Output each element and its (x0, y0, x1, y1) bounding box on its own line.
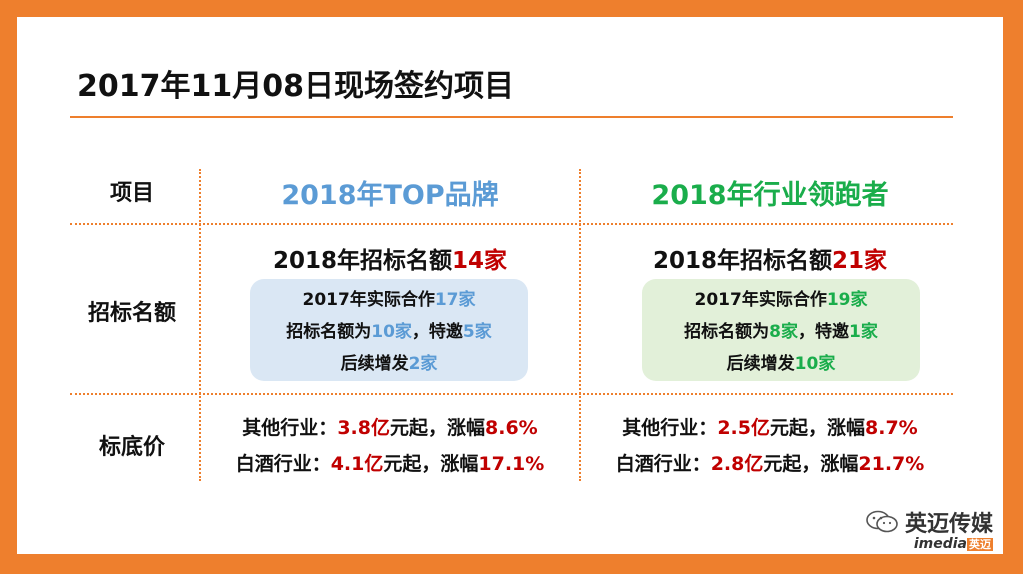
col2-price2-value: 2.8亿 (710, 453, 764, 475)
col1-detail-box: 2017年实际合作17家 招标名额为10家，特邀5家 后续增发2家 (250, 279, 528, 381)
col2-box-l2-value2: 1家 (849, 322, 878, 342)
col2-quota-line: 2018年招标名额21家 (580, 241, 960, 275)
col1-price1-value: 3.8亿 (337, 417, 390, 439)
watermark-brand: imedia 英迈 (865, 536, 993, 552)
col1-box-l2-value2: 5家 (462, 322, 492, 342)
col1-box-l3-prefix: 后续增发 (340, 354, 409, 374)
col1-price1-mid: 元起，涨幅 (389, 417, 485, 439)
col1-box-line1: 2017年实际合作17家 (250, 284, 528, 316)
col2-price2-prefix: 白酒行业： (615, 453, 711, 475)
col1-box-l3-value: 2家 (408, 354, 438, 374)
col1-price-line1: 其他行业：3.8亿元起，涨幅8.6% (200, 413, 580, 440)
col2-quota-value: 21家 (832, 248, 888, 274)
col1-box-line2: 招标名额为10家，特邀5家 (250, 316, 528, 348)
table-divider-v1 (199, 169, 201, 481)
page-title: 2017年11月08日现场签约项目 (77, 69, 514, 104)
watermark-brand-en: imedia (913, 536, 967, 552)
header-label: 项目 (109, 181, 154, 206)
col1-price2-prefix: 白酒行业： (235, 453, 331, 475)
col2-detail-box: 2017年实际合作19家 招标名额为8家，特邀1家 后续增发10家 (642, 279, 920, 381)
col2-box-l2-mid: ，特邀 (798, 322, 849, 342)
col1-price-line2: 白酒行业：4.1亿元起，涨幅17.1% (200, 449, 580, 476)
watermark-name: 英迈传媒 (904, 512, 993, 537)
col2-box-l1-value: 19家 (826, 290, 868, 310)
col1-quota-line: 2018年招标名额14家 (200, 241, 580, 275)
table-divider-h2 (70, 393, 953, 395)
col2-box-l3-prefix: 后续增发 (726, 354, 795, 374)
col2-box-l2-prefix: 招标名额为 (684, 322, 770, 342)
col1-heading: 2018年TOP品牌 (281, 180, 499, 211)
table-divider-h1 (70, 223, 953, 225)
col1-box-l1-prefix: 2017年实际合作 (302, 290, 435, 310)
col2-price1-mid: 元起，涨幅 (769, 417, 865, 439)
col1-quota-value: 14家 (452, 248, 508, 274)
watermark: 英迈传媒 imedia 英迈 (865, 506, 993, 552)
col2-heading: 2018年行业领跑者 (651, 180, 889, 211)
table-divider-v2 (579, 169, 581, 481)
watermark-row: 英迈传媒 (865, 506, 993, 538)
col2-price2-mid: 元起，涨幅 (763, 453, 859, 475)
col2-box-l1-prefix: 2017年实际合作 (694, 290, 827, 310)
col2-box-l3-value: 10家 (794, 354, 836, 374)
quota-row-label: 招标名额 (87, 301, 176, 326)
wechat-icon (865, 510, 899, 534)
col1-price2-mid: 元起，涨幅 (383, 453, 479, 475)
col2-price-line1: 其他行业：2.5亿元起，涨幅8.7% (580, 413, 960, 440)
col1-price2-value: 4.1亿 (330, 453, 384, 475)
col1-price1-prefix: 其他行业： (242, 417, 338, 439)
price-row-label: 标底价 (98, 435, 165, 460)
col1-box-l2-prefix: 招标名额为 (286, 322, 372, 342)
col1-quota-prefix: 2018年招标名额 (272, 248, 452, 274)
col2-box-line1: 2017年实际合作19家 (642, 284, 920, 316)
col2-price1-prefix: 其他行业： (622, 417, 718, 439)
title-divider (70, 116, 953, 118)
col1-box-l2-mid: ，特邀 (411, 322, 463, 342)
col2-box-line3: 后续增发10家 (642, 348, 920, 380)
col1-price2-pct: 17.1% (478, 453, 545, 475)
watermark-brand-cn: 英迈 (967, 538, 993, 551)
col1-box-l1-value: 17家 (434, 290, 476, 310)
col2-box-line2: 招标名额为8家，特邀1家 (642, 316, 920, 348)
col2-box-l2-value1: 8家 (769, 322, 798, 342)
col2-price1-value: 2.5亿 (717, 417, 770, 439)
col1-price1-pct: 8.6% (485, 417, 538, 439)
slide: 2017年11月08日现场签约项目 项目 招标名额 标底价 2018年TOP品牌… (17, 17, 1003, 554)
col2-quota-prefix: 2018年招标名额 (652, 248, 832, 274)
col1-box-l2-value1: 10家 (371, 322, 412, 342)
col2-price1-pct: 8.7% (865, 417, 918, 439)
col1-box-line3: 后续增发2家 (250, 348, 528, 380)
col2-price2-pct: 21.7% (858, 453, 925, 475)
col2-price-line2: 白酒行业：2.8亿元起，涨幅21.7% (580, 449, 960, 476)
